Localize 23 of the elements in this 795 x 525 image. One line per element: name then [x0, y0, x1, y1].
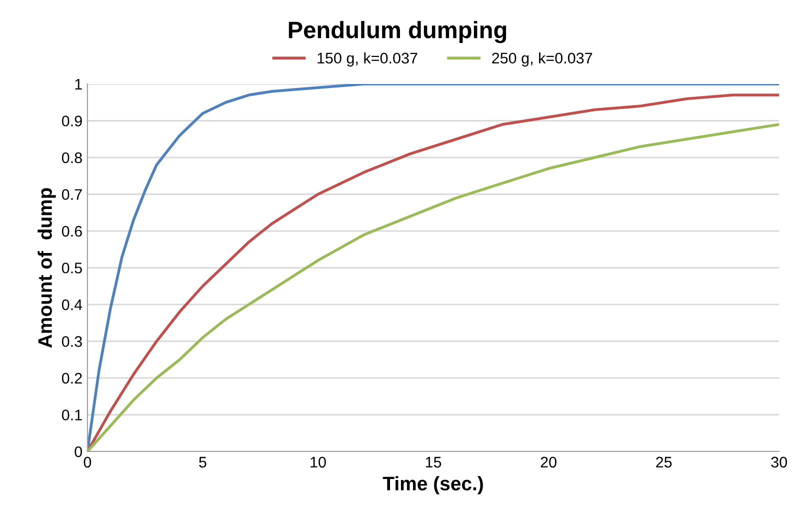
x-tick-label: 30	[771, 456, 787, 468]
y-tick-label: 0.4	[62, 299, 82, 310]
y-tick-label: 0.3	[62, 336, 82, 347]
y-tick-label: 0.1	[62, 410, 82, 420]
legend-label: 150 g, k=0.037	[318, 52, 418, 67]
y-axis-title: Amount of dump	[38, 188, 56, 348]
y-tick-label: 1	[75, 79, 82, 90]
x-tick-label: 25	[656, 456, 672, 468]
y-tick-label: 0.9	[62, 116, 82, 126]
chart-title: Pendulum dumping	[288, 21, 506, 44]
y-tick-label: 0.8	[62, 152, 82, 164]
y-tick-label: 0.5	[62, 262, 82, 274]
x-axis-title: Time (sec.)	[382, 476, 483, 494]
y-tick-label: 0.7	[62, 189, 82, 200]
x-tick-label: 5	[199, 456, 206, 468]
legend-label: 250 g, k=0.037	[492, 52, 592, 67]
x-tick-label: 20	[540, 456, 556, 468]
x-tick-label: 15	[426, 456, 442, 468]
y-tick-label: 0.6	[62, 226, 82, 237]
y-tick-label: 0.2	[62, 372, 82, 384]
x-tick-label: 10	[310, 456, 326, 468]
y-tick-label: 0	[74, 446, 82, 458]
x-tick-label: 0	[84, 456, 92, 468]
